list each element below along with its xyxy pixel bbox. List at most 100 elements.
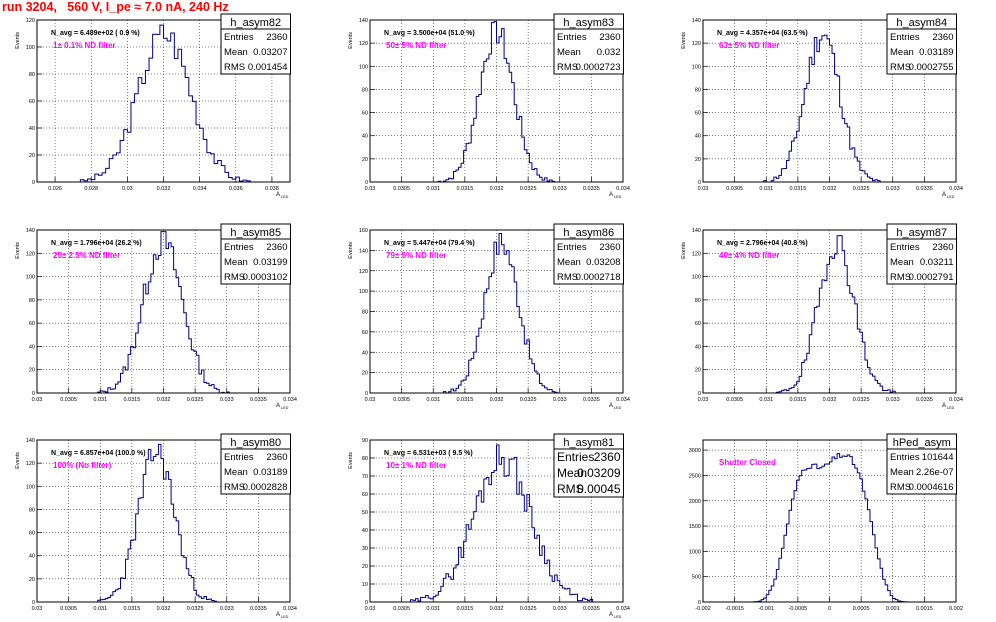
x-tick-label: 0.033 — [886, 186, 900, 192]
stats-title: hPed_asym — [893, 437, 951, 449]
y-tick-label: 80 — [29, 72, 35, 78]
stats-key-mean: Mean — [890, 257, 914, 268]
y-tick-label: 100 — [26, 45, 35, 51]
stats-key-entries: Entries — [557, 32, 587, 43]
stats-value-mean: 0.03208 — [586, 257, 620, 268]
x-tick-label: 0.031 — [93, 397, 107, 403]
x-tick-label: 0.034 — [193, 186, 207, 192]
x-tick-label: 0.032 — [823, 186, 837, 192]
x-tick-label: 0.031 — [426, 606, 440, 612]
y-tick-label: 20 — [29, 368, 35, 374]
y-tick-label: 50 — [362, 510, 368, 516]
y-tick-label: 40 — [362, 528, 368, 534]
x-tick-label: 0.03 — [32, 397, 43, 403]
y-tick-label: 120 — [26, 251, 35, 257]
y-tick-label: 0 — [32, 391, 35, 397]
histogram-panel-h_asym87: 0.03 0.0305 0.031 0.0315 0.032 0.0325 0.033 0.0… — [681, 223, 963, 410]
x-axis-title: A — [942, 192, 946, 198]
stats-key-rms: RMS — [890, 62, 911, 73]
x-axis-title: A — [276, 403, 280, 409]
y-tick-label: 0 — [365, 391, 368, 397]
stats-key-rms: RMS — [890, 272, 911, 283]
y-tick-label: 3000 — [689, 448, 701, 454]
x-tick-label: 0.0305 — [393, 186, 410, 192]
histogram-panel-h_asym83: 0.03 0.0305 0.031 0.0315 0.032 0.0325 0.033 0.0… — [348, 13, 630, 199]
y-tick-label: 60 — [29, 531, 35, 537]
x-tick-label: 0.03 — [698, 397, 709, 403]
stats-value-mean: 0.032 — [597, 47, 621, 58]
y-tick-label: 100 — [359, 289, 368, 295]
histogram-panel-h_asym84: 0.03 0.0305 0.031 0.0315 0.032 0.0325 0.033 0.0… — [681, 13, 963, 199]
y-tick-label: 120 — [359, 269, 368, 275]
y-tick-label: 70 — [362, 474, 368, 480]
stats-key-rms: RMS — [224, 272, 245, 283]
stats-title: h_asym87 — [896, 227, 947, 239]
x-tick-label: 0.002 — [949, 606, 963, 612]
y-tick-label: 20 — [695, 368, 701, 374]
stats-value-entries: 2360 — [266, 242, 287, 253]
y-tick-label: 40 — [29, 554, 35, 560]
y-tick-label: 20 — [29, 153, 35, 159]
x-tick-label: 0.038 — [265, 186, 279, 192]
y-axis-title: Events — [681, 242, 687, 259]
y-tick-label: 80 — [29, 298, 35, 304]
stats-value-rms: 0.0003102 — [243, 272, 288, 283]
x-tick-label: 0.0335 — [250, 606, 267, 612]
y-tick-label: 20 — [695, 157, 701, 163]
x-tick-label: 0.0335 — [916, 397, 933, 403]
x-tick-label: 0.03 — [365, 186, 376, 192]
x-tick-label: 0.028 — [84, 186, 98, 192]
stats-key-entries: Entries — [557, 242, 587, 253]
y-tick-label: 80 — [29, 507, 35, 513]
stats-value-mean: 0.03207 — [253, 47, 287, 58]
x-tick-label: 0.034 — [616, 186, 630, 192]
histogram-panel-h_asym85: 0.03 0.0305 0.031 0.0315 0.032 0.0325 0.033 0.0… — [15, 223, 297, 410]
stats-value-entries: 2360 — [932, 242, 953, 253]
stats-value-rms: 0.0002755 — [909, 62, 954, 73]
x-tick-label: 0.032 — [490, 397, 504, 403]
y-axis-title: Events — [348, 452, 354, 469]
x-tick-label: 0.032 — [490, 186, 504, 192]
x-tick-label: 0.0305 — [60, 397, 77, 403]
y-tick-label: 140 — [26, 228, 35, 234]
y-tick-label: 2000 — [689, 499, 701, 505]
y-tick-label: 140 — [26, 438, 35, 444]
y-axis-title: Events — [348, 242, 354, 259]
stats-key-entries: Entries — [224, 452, 254, 463]
navg-label: N_avg = 6.489e+02 ( 0.9 %) — [51, 30, 140, 37]
x-tick-label: 0.0315 — [123, 606, 140, 612]
stats-value-entries: 2360 — [599, 32, 620, 43]
stats-title: h_asym83 — [563, 17, 614, 29]
y-tick-label: 120 — [26, 18, 35, 24]
x-tick-label: 0.0315 — [789, 397, 806, 403]
x-tick-label: 0.034 — [616, 397, 630, 403]
y-tick-label: 60 — [362, 330, 368, 336]
x-tick-label: 0.0315 — [456, 606, 473, 612]
stats-key-rms: RMS — [557, 62, 578, 73]
y-tick-label: 0 — [32, 180, 35, 186]
histogram-panel-h_asym81: 0.03 0.0305 0.031 0.0315 0.032 0.0325 0.033 0.0… — [348, 433, 630, 619]
y-tick-label: 80 — [695, 87, 701, 93]
stats-value-entries: 2360 — [266, 32, 287, 43]
stats-box — [886, 13, 957, 75]
stats-title: h_asym85 — [230, 227, 281, 239]
y-tick-label: 0 — [365, 180, 368, 186]
x-tick-label: 0.03 — [32, 606, 43, 612]
histogram-panel-hPed_asym: -0.002 -0.0015 -0.001 -0.0005 0 0.0005 0.001 0.… — [689, 433, 963, 612]
x-tick-label: 0.033 — [553, 186, 567, 192]
y-tick-label: 2500 — [689, 473, 701, 479]
x-tick-label: 0.034 — [949, 397, 963, 403]
y-axis-title: Events — [15, 242, 21, 259]
stats-key-mean: Mean — [224, 467, 248, 478]
stats-value-entries: 2360 — [594, 450, 621, 464]
stats-value-rms: 0.0004616 — [909, 482, 954, 493]
stats-box — [553, 433, 624, 498]
stats-value-mean: 0.03209 — [577, 466, 621, 480]
y-tick-label: 20 — [362, 371, 368, 377]
stats-value-entries: 2360 — [599, 242, 620, 253]
stats-key-mean: Mean — [890, 467, 914, 478]
stats-title: h_asym86 — [563, 227, 614, 239]
filter-label: 40± 4% ND filter — [719, 251, 779, 260]
stats-key-mean: Mean — [890, 47, 914, 58]
